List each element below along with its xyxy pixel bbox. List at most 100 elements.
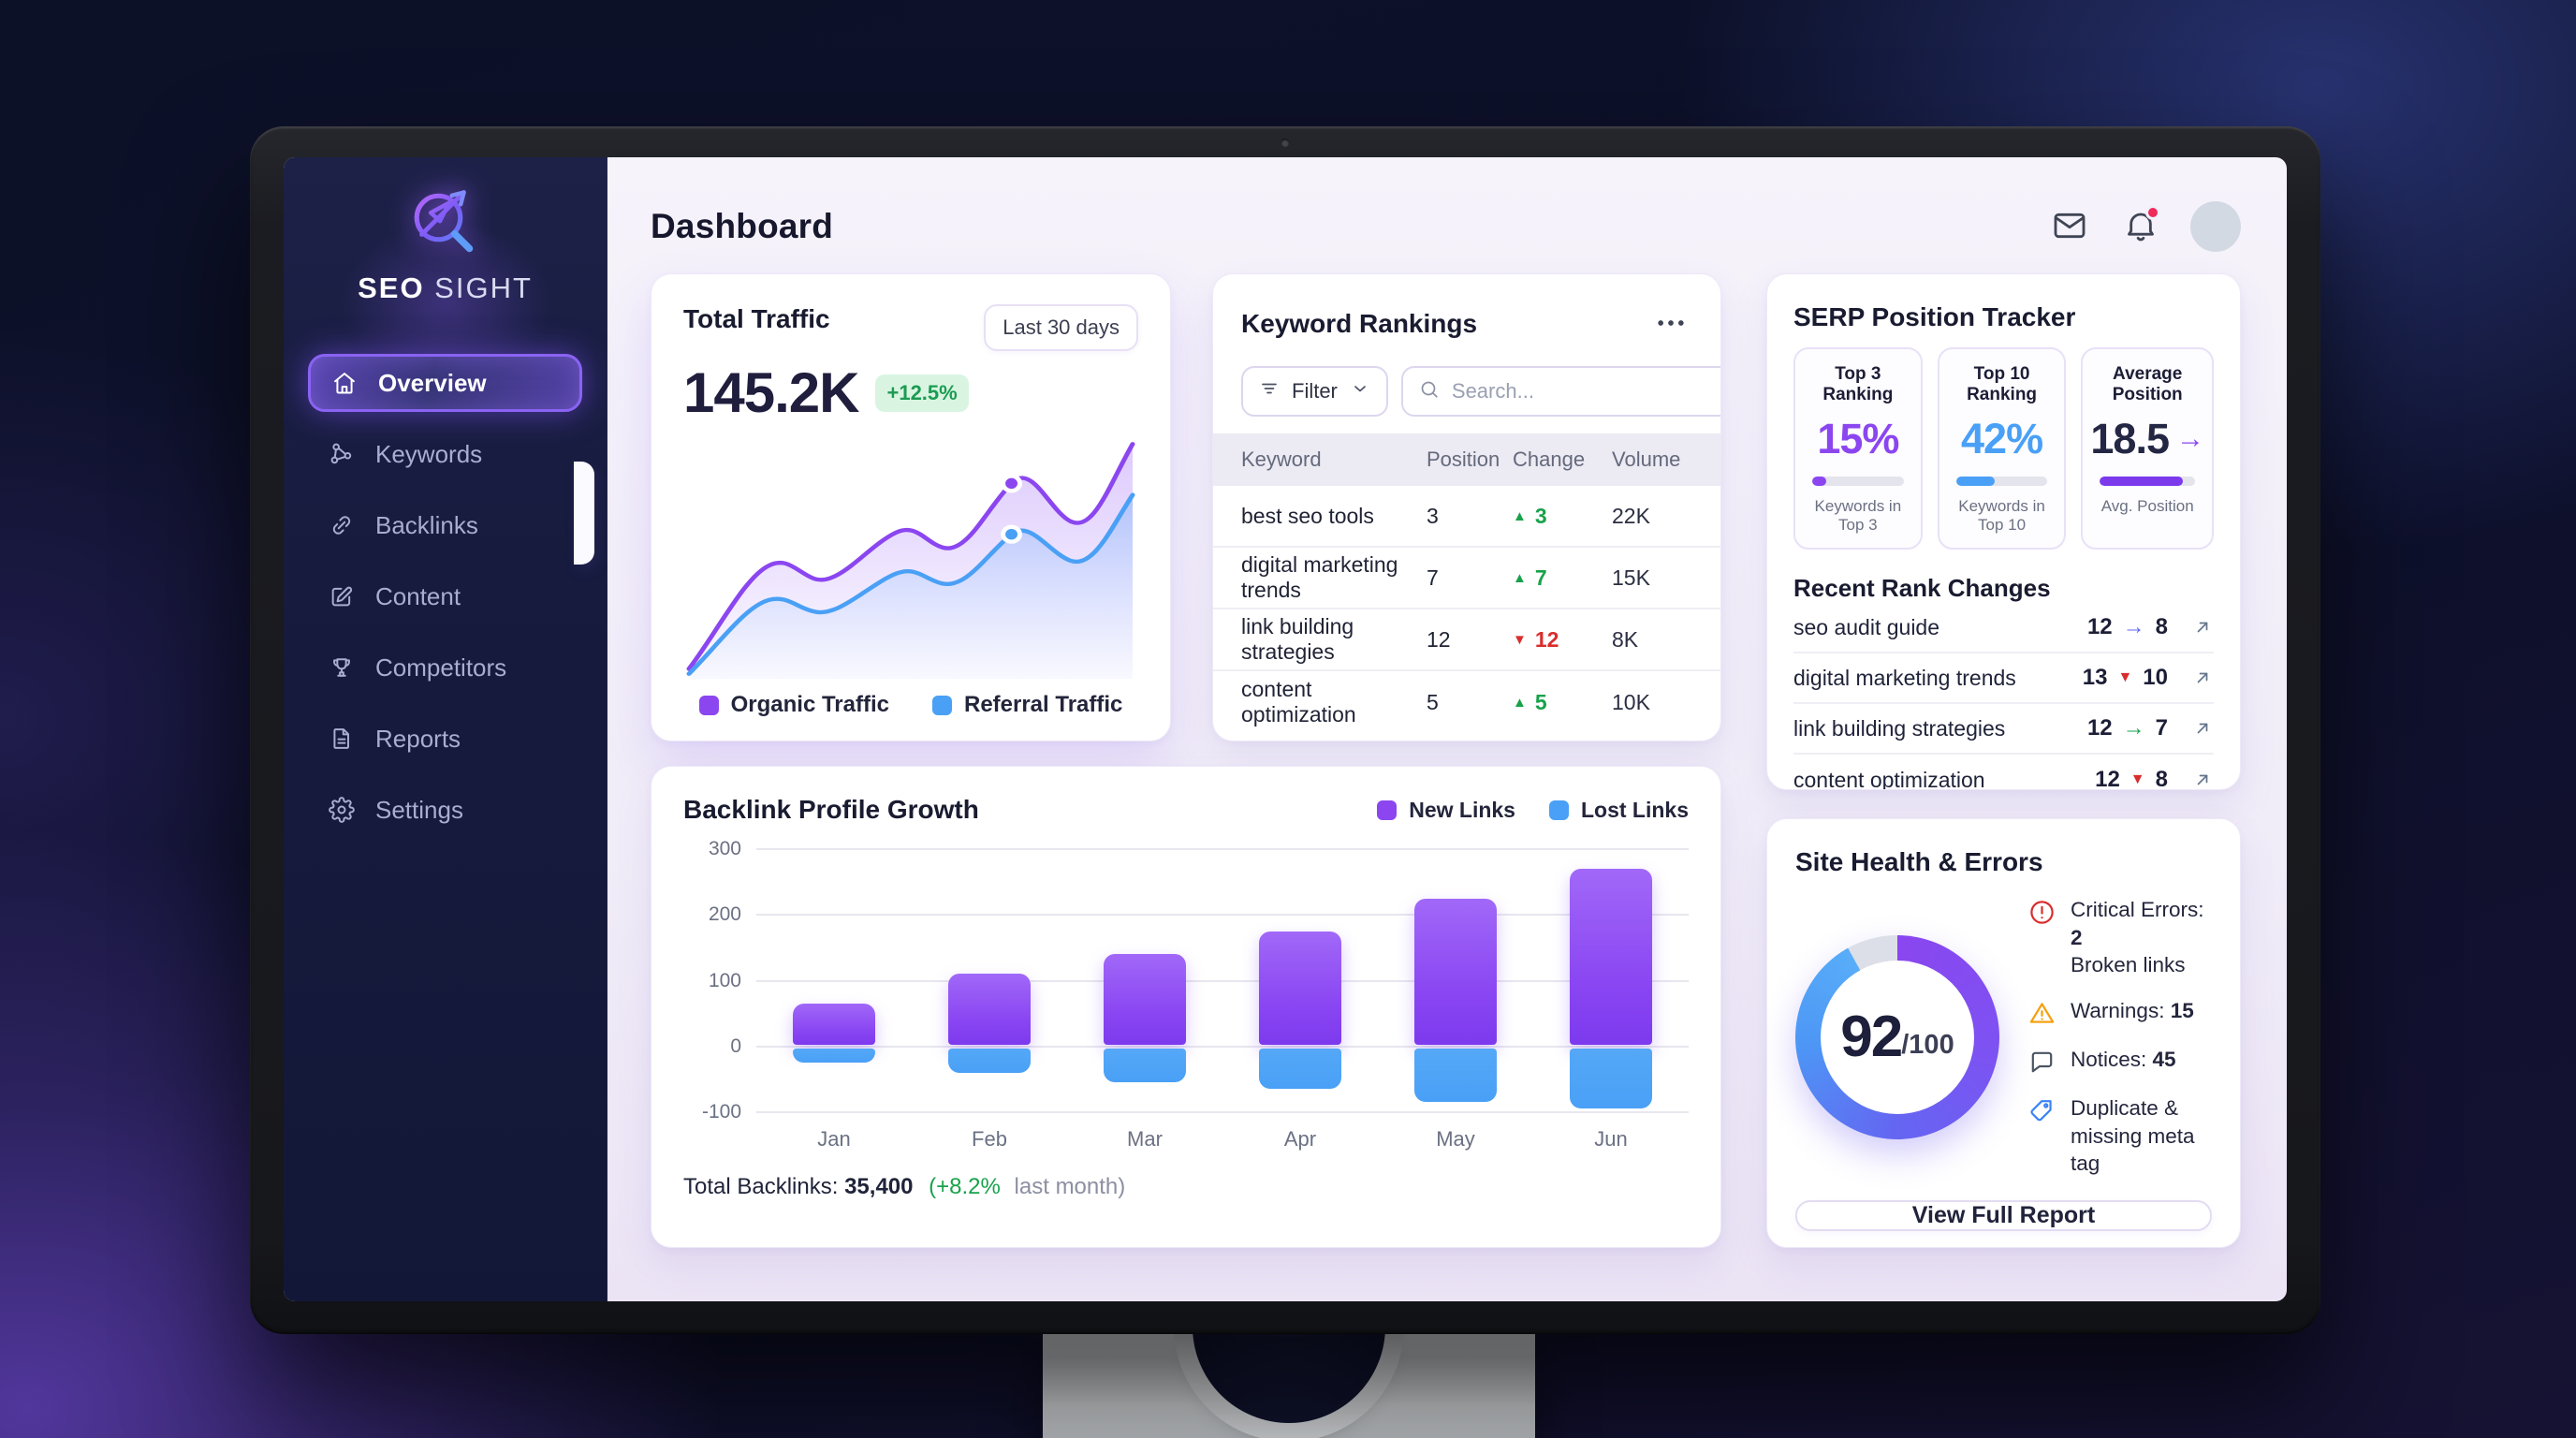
warn-icon [2027,999,2056,1028]
keyword-card-header: Keyword Rankings [1213,274,1720,345]
search-icon [1418,378,1441,405]
active-nav-indicator [574,462,594,565]
rank-from: 12 [2086,715,2113,741]
sidebar-item-reports[interactable]: Reports [308,710,582,768]
health-item-text: Warnings: 15 [2071,997,2194,1025]
keyword-cell: link building strategies [1241,614,1354,664]
column-header: Volume [1612,448,1681,471]
serp-tracker-card: SERP Position Tracker Top 3 Ranking 15% Ke… [1766,273,2241,790]
sidebar-item-label: Backlinks [375,510,478,539]
change-value: 3 [1534,503,1547,528]
filter-button[interactable]: Filter [1241,366,1388,417]
arrow-right-icon: → [2122,715,2145,741]
column-header: Keyword [1241,448,1322,471]
health-score-value: 92 [1840,1005,1903,1070]
progress-fill [1955,477,1995,486]
rank-to: 8 [2155,767,2168,790]
backlink-growth-card: Backlink Profile Growth New Links Lost Li… [651,766,1721,1248]
chat-icon [2027,1048,2056,1077]
sidebar-item-backlinks[interactable]: Backlinks [308,496,582,554]
progress-fill [1812,477,1826,486]
backlink-card-header: Backlink Profile Growth New Links Lost Li… [683,795,1689,825]
sidebar-item-content[interactable]: Content [308,567,582,625]
rank-values: 12 ▼ 8 [2095,767,2214,790]
triangle-down-icon: ▼ [2130,771,2145,787]
health-items: Critical Errors: 2 Broken links Warnings: … [2027,896,2212,1178]
health-item-line1: Warnings: 15 [2071,997,2194,1025]
volume-cell: 8K [1612,626,1639,652]
rank-keyword: digital marketing trends [1793,665,2016,690]
health-item-text: Duplicate & missing meta tag [2071,1094,2212,1178]
sidebar-item-label: Reports [375,724,461,753]
stat-sublabel: Keywords in Top 3 [1814,497,1902,534]
mail-icon [2051,207,2088,247]
health-item-label: Warnings: [2071,999,2171,1023]
period-selector-button[interactable]: Last 30 days [984,304,1138,351]
traffic-card-header: Total Traffic Last 30 days [683,304,1138,351]
bar-new-links [792,1004,875,1045]
external-link-icon[interactable] [2191,717,2214,740]
view-full-report-button[interactable]: View Full Report [1795,1200,2212,1232]
health-item-line1: Notices: 45 [2071,1046,2176,1074]
stat-label: Top 10 Ranking [1967,364,2038,404]
keyword-cell: digital marketing trends [1241,552,1398,602]
keyword-table-header: Keyword Position Change Volume [1213,433,1720,486]
volume-cell: 15K [1612,565,1650,590]
webcam-icon [1281,139,1290,147]
x-axis-label: Mar [1127,1127,1163,1151]
health-item-text: Notices: 45 [2071,1046,2176,1074]
notifications-button[interactable] [2119,205,2162,248]
rank-values: 13 ▼ 10 [2083,665,2214,691]
arrow-right-icon: → [2122,614,2145,639]
y-axis-label: 0 [730,1034,741,1057]
rank-changes-list: seo audit guide 12 → 8 digital marketing tre… [1793,603,2214,790]
triangle-down-icon: ▼ [2117,669,2133,685]
brand: SEO SIGHT [284,157,607,305]
rank-to: 7 [2155,715,2168,741]
nodes-icon [329,441,355,467]
stat-value-row: 18.5 → [2090,415,2204,463]
sidebar-item-settings[interactable]: Settings [308,781,582,839]
avatar[interactable] [2190,201,2241,252]
mail-button[interactable] [2048,205,2091,248]
health-item-text: Critical Errors: 2 Broken links [2071,896,2212,979]
stat-label: Average Position [2112,364,2183,404]
volume-cell: 22K [1612,503,1650,528]
health-item: Duplicate & missing meta tag [2027,1094,2212,1178]
stat-value-row: 42% [1947,415,2057,463]
external-link-icon[interactable] [2191,616,2214,638]
sidebar-item-keywords[interactable]: Keywords [308,425,582,483]
health-item-label: Notices: [2071,1048,2153,1072]
alert-icon [2027,898,2056,927]
sidebar-item-competitors[interactable]: Competitors [308,638,582,697]
rank-change-row: link building strategies 12 → 7 [1793,704,2214,755]
bar-lost-links [1259,1048,1341,1090]
rank-keyword: content optimization [1793,767,1985,790]
change-cell: ▲ 3 [1513,504,1612,529]
sidebar-item-overview[interactable]: Overview [308,354,582,412]
change-value: 5 [1534,689,1547,714]
stat-sublabel: Keywords in Top 10 [1958,497,2045,534]
card-menu-button[interactable] [1649,302,1692,345]
x-axis-label: Apr [1283,1127,1317,1151]
external-link-icon[interactable] [2191,667,2214,689]
main-content: Dashboard [607,157,2287,1301]
health-item: Notices: 45 [2027,1046,2212,1077]
x-axis-label: Jun [1594,1127,1628,1151]
rank-keyword: link building strategies [1793,715,2006,741]
search-input[interactable] [1451,379,1720,404]
traffic-area-chart [686,442,1135,679]
gridline [756,848,1689,850]
stat-sublabel: Avg. Position [2100,497,2194,515]
health-score-gauge: 92 /100 [1795,934,1999,1139]
site-health-card: Site Health & Errors 92 /100 Critical [1766,818,2241,1248]
triangle-up-icon: ▲ [1513,569,1527,586]
plot-area-wrap: Jan Feb Mar Apr May Jun [756,848,1689,1152]
topbar: Dashboard [651,193,2241,260]
link-icon [329,512,355,538]
external-link-icon[interactable] [2191,769,2214,789]
home-icon [331,370,358,396]
change-cell: ▼ 12 [1513,627,1612,653]
triangle-up-icon: ▲ [1513,507,1527,524]
